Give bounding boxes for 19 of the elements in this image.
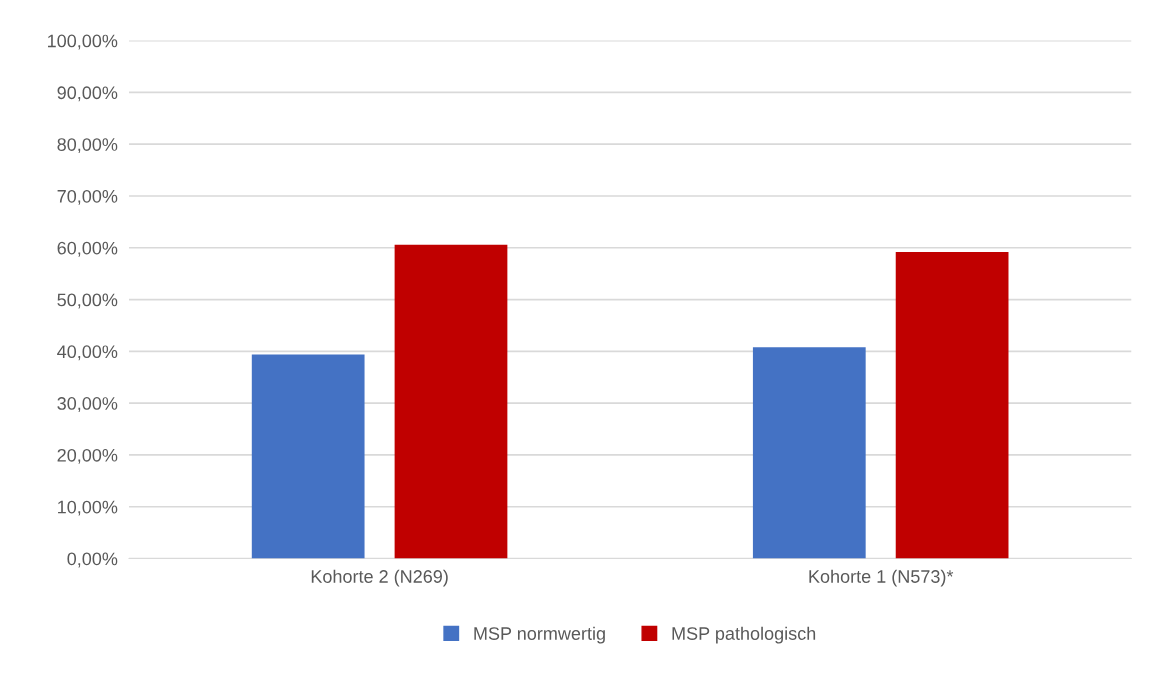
- bar: [251, 354, 365, 559]
- x-tick-label: Kohorte 2 (N269): [311, 569, 448, 587]
- legend-label: MSP pathologisch: [672, 626, 816, 644]
- y-tick-label: 90,00%: [57, 86, 118, 102]
- y-tick-label: 100,00%: [48, 34, 118, 50]
- bar: [394, 244, 508, 559]
- y-tick-label: 70,00%: [57, 189, 118, 205]
- y-tick-label: 50,00%: [57, 293, 118, 309]
- y-tick-label: 40,00%: [57, 345, 118, 361]
- x-tick-label: Kohorte 1 (N573)*: [809, 569, 954, 587]
- y-tick-label: 80,00%: [57, 138, 118, 154]
- y-tick-label: 10,00%: [58, 500, 118, 516]
- y-tick-label: 0,00%: [67, 552, 118, 568]
- y-tick-label: 30,00%: [57, 397, 118, 413]
- legend-label: MSP normwertig: [474, 626, 605, 644]
- y-tick-label: 20,00%: [57, 448, 118, 464]
- bar: [752, 347, 866, 559]
- bar: [895, 251, 1009, 559]
- y-tick-label: 60,00%: [57, 241, 118, 257]
